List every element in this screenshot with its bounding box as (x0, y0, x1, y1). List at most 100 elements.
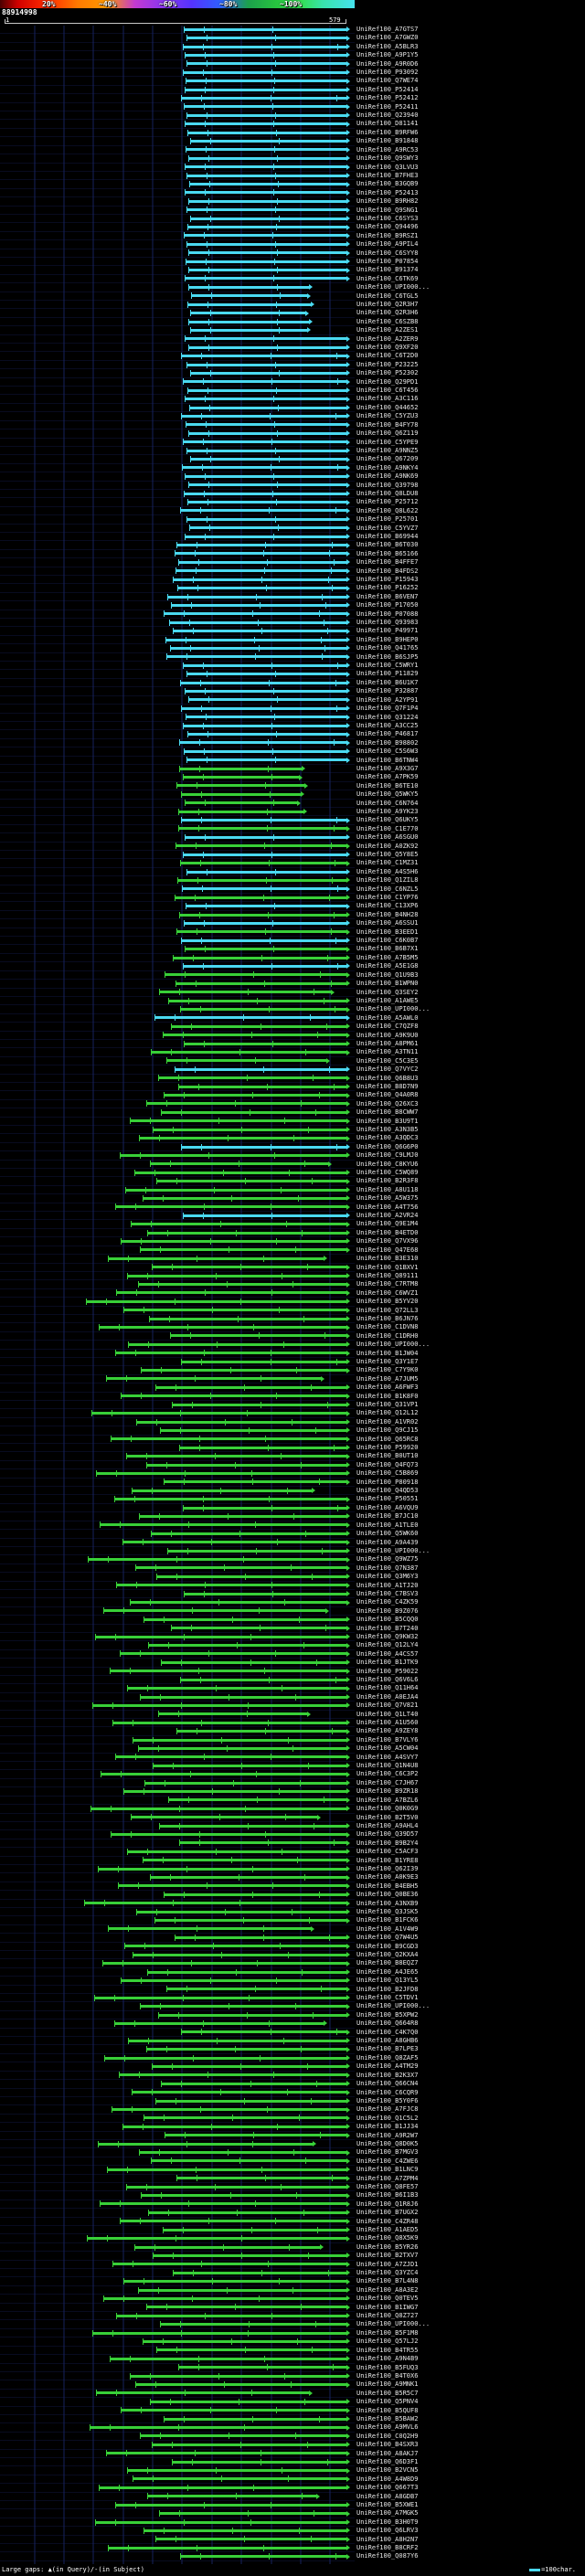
hit-bar[interactable] (106, 2168, 346, 2171)
hit-label[interactable]: UniRef100_A9R2W7 (356, 2131, 419, 2139)
hit-label[interactable]: UniRef100_A1TLE0 (356, 1521, 419, 1529)
hit-bar[interactable] (170, 1627, 346, 1630)
hit-bar[interactable] (186, 758, 346, 762)
hit-label[interactable]: UniRef100_A9X3G7 (356, 764, 419, 772)
hit-label[interactable]: UniRef100_A8H2N7 (356, 2535, 419, 2543)
hit-label[interactable]: UniRef100_B65166 (356, 549, 419, 557)
hit-label[interactable]: UniRef100_C6TK69 (356, 274, 419, 282)
hit-bar[interactable] (137, 2288, 346, 2292)
hit-bar[interactable] (183, 724, 346, 727)
hit-bar[interactable] (153, 1128, 346, 1131)
hit-label[interactable]: UniRef100_B9RFW6 (356, 128, 419, 136)
hit-bar[interactable] (176, 784, 305, 788)
hit-label[interactable]: UniRef100_C6T2D0 (356, 352, 419, 360)
hit-bar[interactable] (129, 1601, 346, 1605)
hit-bar[interactable] (101, 1773, 346, 1776)
hit-label[interactable]: UniRef100_B9B2Y4 (356, 1839, 419, 1847)
hit-bar[interactable] (186, 208, 346, 212)
hit-label[interactable]: UniRef100_Q93983 (356, 619, 419, 627)
hit-label[interactable]: UniRef100_C9LMJ0 (356, 1151, 419, 1160)
hit-label[interactable]: UniRef100_P59022 (356, 1667, 419, 1675)
hit-label[interactable]: UniRef100_C6N764 (356, 799, 419, 807)
hit-bar[interactable] (180, 938, 346, 942)
hit-bar[interactable] (190, 294, 307, 298)
hit-label[interactable]: UniRef100_A8AKJ7 (356, 2449, 419, 2457)
hit-bar[interactable] (138, 2151, 346, 2155)
hit-label[interactable]: UniRef100_Q12LY4 (356, 1641, 419, 1649)
hit-bar[interactable] (187, 320, 309, 323)
hit-bar[interactable] (145, 2048, 346, 2051)
hit-bar[interactable] (149, 1876, 346, 1880)
hit-bar[interactable] (174, 552, 346, 556)
hit-bar[interactable] (119, 1153, 346, 1157)
hit-label[interactable]: UniRef100_A7FJC8 (356, 2105, 419, 2114)
hit-label[interactable]: UniRef100_A9RC53 (356, 145, 419, 154)
hit-bar[interactable] (140, 1248, 346, 1252)
hit-bar[interactable] (125, 1188, 346, 1192)
hit-bar[interactable] (161, 1660, 346, 1664)
hit-label[interactable]: UniRef100_A1VR02 (356, 1417, 419, 1426)
hit-bar[interactable] (116, 2314, 346, 2317)
hit-bar[interactable] (180, 681, 346, 684)
hit-label[interactable]: UniRef100_B3GQB9 (356, 180, 419, 188)
hit-bar[interactable] (183, 70, 346, 74)
hit-label[interactable]: UniRef100_Q5WKY5 (356, 790, 419, 799)
hit-bar[interactable] (164, 1892, 346, 1896)
hit-bar[interactable] (176, 1730, 346, 1733)
hit-bar[interactable] (186, 131, 346, 134)
hit-label[interactable]: UniRef100_B69944 (356, 532, 419, 540)
hit-label[interactable]: UniRef100_B2VCN5 (356, 2466, 419, 2475)
hit-bar[interactable] (173, 578, 346, 581)
hit-bar[interactable] (129, 2374, 346, 2378)
hit-label[interactable]: UniRef100_A4SVY7 (356, 1753, 419, 1761)
hit-bar[interactable] (116, 1584, 346, 1587)
hit-bar[interactable] (158, 991, 331, 994)
hit-bar[interactable] (178, 1085, 346, 1088)
hit-label[interactable]: UniRef100_A9YK23 (356, 807, 419, 815)
hit-label[interactable]: UniRef100_A4T756 (356, 1203, 419, 1211)
hit-bar[interactable] (126, 1850, 346, 1853)
hit-label[interactable]: UniRef100_A6SSU1 (356, 919, 419, 928)
hit-bar[interactable] (186, 37, 346, 40)
hit-label[interactable]: UniRef100_A2ZER9 (356, 334, 419, 343)
hit-label[interactable]: UniRef100_Q72LL3 (356, 1306, 419, 1314)
hit-label[interactable]: UniRef100_C7JH67 (356, 1778, 419, 1786)
hit-bar[interactable] (150, 1051, 346, 1055)
hit-bar[interactable] (185, 122, 346, 126)
hit-bar[interactable] (156, 1574, 346, 1578)
hit-label[interactable]: UniRef100_P46817 (356, 730, 419, 738)
hit-bar[interactable] (184, 689, 346, 693)
hit-label[interactable]: UniRef100_A8A3E2 (356, 2285, 419, 2294)
hit-label[interactable]: UniRef100_Q44652 (356, 403, 419, 411)
hit-bar[interactable] (146, 1231, 346, 1235)
hit-label[interactable]: UniRef100_P15943 (356, 576, 419, 583)
hit-bar[interactable] (177, 810, 303, 813)
hit-bar[interactable] (186, 716, 346, 719)
hit-bar[interactable] (178, 767, 303, 770)
hit-bar[interactable] (154, 1016, 346, 1020)
hit-bar[interactable] (180, 792, 301, 796)
hit-label[interactable]: UniRef100_A4CS57 (356, 1649, 419, 1658)
hit-label[interactable]: UniRef100_C6NZL5 (356, 885, 419, 893)
hit-bar[interactable] (174, 1067, 346, 1071)
hit-bar[interactable] (157, 1076, 346, 1080)
hit-label[interactable]: UniRef100_B7MGV3 (356, 2148, 419, 2157)
hit-bar[interactable] (186, 449, 346, 452)
hit-label[interactable]: UniRef100_C7RTM8 (356, 1280, 419, 1288)
hit-bar[interactable] (184, 165, 346, 169)
hit-bar[interactable] (164, 1094, 346, 1097)
hit-label[interactable]: UniRef100_C5B869 (356, 1469, 419, 1478)
hit-bar[interactable] (189, 139, 346, 143)
hit-bar[interactable] (140, 1695, 346, 1699)
hit-bar[interactable] (132, 1489, 312, 1492)
hit-bar[interactable] (138, 1137, 346, 1140)
hit-bar[interactable] (108, 2546, 346, 2549)
hit-bar[interactable] (123, 1789, 346, 1793)
hit-label[interactable]: UniRef100_Q9CJ15 (356, 1426, 419, 1435)
hit-bar[interactable] (184, 948, 346, 951)
hit-label[interactable]: UniRef100_B1FCK6 (356, 1916, 419, 1924)
hit-label[interactable]: UniRef100_B98802 (356, 738, 419, 747)
hit-bar[interactable] (184, 398, 346, 401)
hit-bar[interactable] (149, 2400, 346, 2403)
hit-bar[interactable] (148, 1317, 346, 1320)
